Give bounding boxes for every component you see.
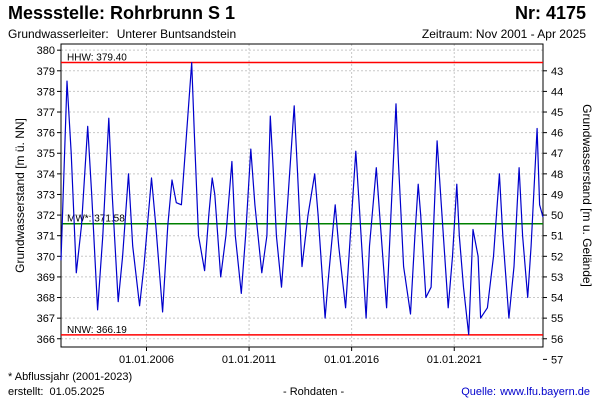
created-label: erstellt: <box>8 386 44 398</box>
y-tick-label-left: 369 <box>37 272 55 284</box>
series-line-groundwater <box>60 61 544 336</box>
y-tick-label-right: 43 <box>551 66 563 78</box>
y-axis-title-left: Grundwasserstand [m ü. NN] <box>13 118 27 273</box>
raw-data-note: - Rohdaten - <box>283 386 345 398</box>
x-tick-label: 01.01.2016 <box>324 354 379 366</box>
y-tick-label-right: 48 <box>551 169 563 181</box>
y-tick-label-left: 373 <box>37 189 55 201</box>
aquifer-info: Grundwasserleiter: Unterer Buntsandstein <box>8 27 236 41</box>
station-number: Nr: 4175 <box>514 3 586 23</box>
y-tick-label-left: 370 <box>37 251 55 263</box>
source-link[interactable]: www.lfu.bayern.de <box>500 386 590 398</box>
mw-label: MW*: 371.58 <box>67 214 125 225</box>
y-tick-label-right: 53 <box>551 272 563 284</box>
y-tick-label-left: 380 <box>37 45 55 57</box>
page-title: Messstelle: Rohrbrunn S 1 <box>8 3 236 23</box>
aquifer-value: Unterer Buntsandstein <box>116 27 237 41</box>
source-info: Quelle: www.lfu.bayern.de <box>461 386 590 398</box>
created-value: 01.05.2025 <box>49 386 105 398</box>
x-tick-label: 01.01.2006 <box>119 354 174 366</box>
y-tick-label-left: 367 <box>37 313 55 325</box>
y-tick-label-left: 372 <box>37 210 55 222</box>
y-tick-label-right: 50 <box>551 210 563 222</box>
y-tick-label-right: 51 <box>551 231 563 243</box>
y-tick-label-right: 55 <box>551 313 563 325</box>
y-tick-label-right: 57 <box>551 354 563 366</box>
y-tick-label-left: 368 <box>37 293 55 305</box>
plot-frame <box>60 43 544 348</box>
y-tick-label-right: 54 <box>551 293 563 305</box>
y-tick-label-right: 56 <box>551 334 563 346</box>
y-tick-label-right: 52 <box>551 251 563 263</box>
y-tick-label-left: 376 <box>37 128 55 140</box>
footnote: * Abflussjahr (2001-2023) <box>8 371 133 383</box>
y-tick-label-left: 377 <box>37 107 55 119</box>
y-tick-label-left: 379 <box>37 66 55 78</box>
hhw-label: HHW: 379.40 <box>67 53 127 64</box>
x-tick-label: 01.01.2021 <box>427 354 482 366</box>
y-tick-label-right: 44 <box>551 86 563 98</box>
created-info: erstellt: 01.05.2025 <box>8 386 105 398</box>
y-tick-label-right: 49 <box>551 189 563 201</box>
y-tick-label-left: 374 <box>37 169 55 181</box>
y-tick-label-left: 378 <box>37 86 55 98</box>
y-tick-label-left: 371 <box>37 231 55 243</box>
source-label: Quelle: <box>461 386 497 398</box>
period-text: Zeitraum: Nov 2001 - Apr 2025 <box>421 27 586 41</box>
y-tick-label-left: 375 <box>37 148 55 160</box>
nnw-label: NNW: 366.19 <box>67 325 127 336</box>
aquifer-label: Grundwasserleiter: <box>8 27 109 41</box>
y-tick-label-right: 45 <box>551 107 563 119</box>
y-tick-label-right: 47 <box>551 148 563 160</box>
y-axis-title-right: Grundwasserstand [m u. Gelände] <box>580 104 594 287</box>
x-tick-label: 01.01.2011 <box>222 354 276 366</box>
y-tick-label-left: 366 <box>37 334 55 346</box>
y-tick-label-right: 46 <box>551 128 563 140</box>
